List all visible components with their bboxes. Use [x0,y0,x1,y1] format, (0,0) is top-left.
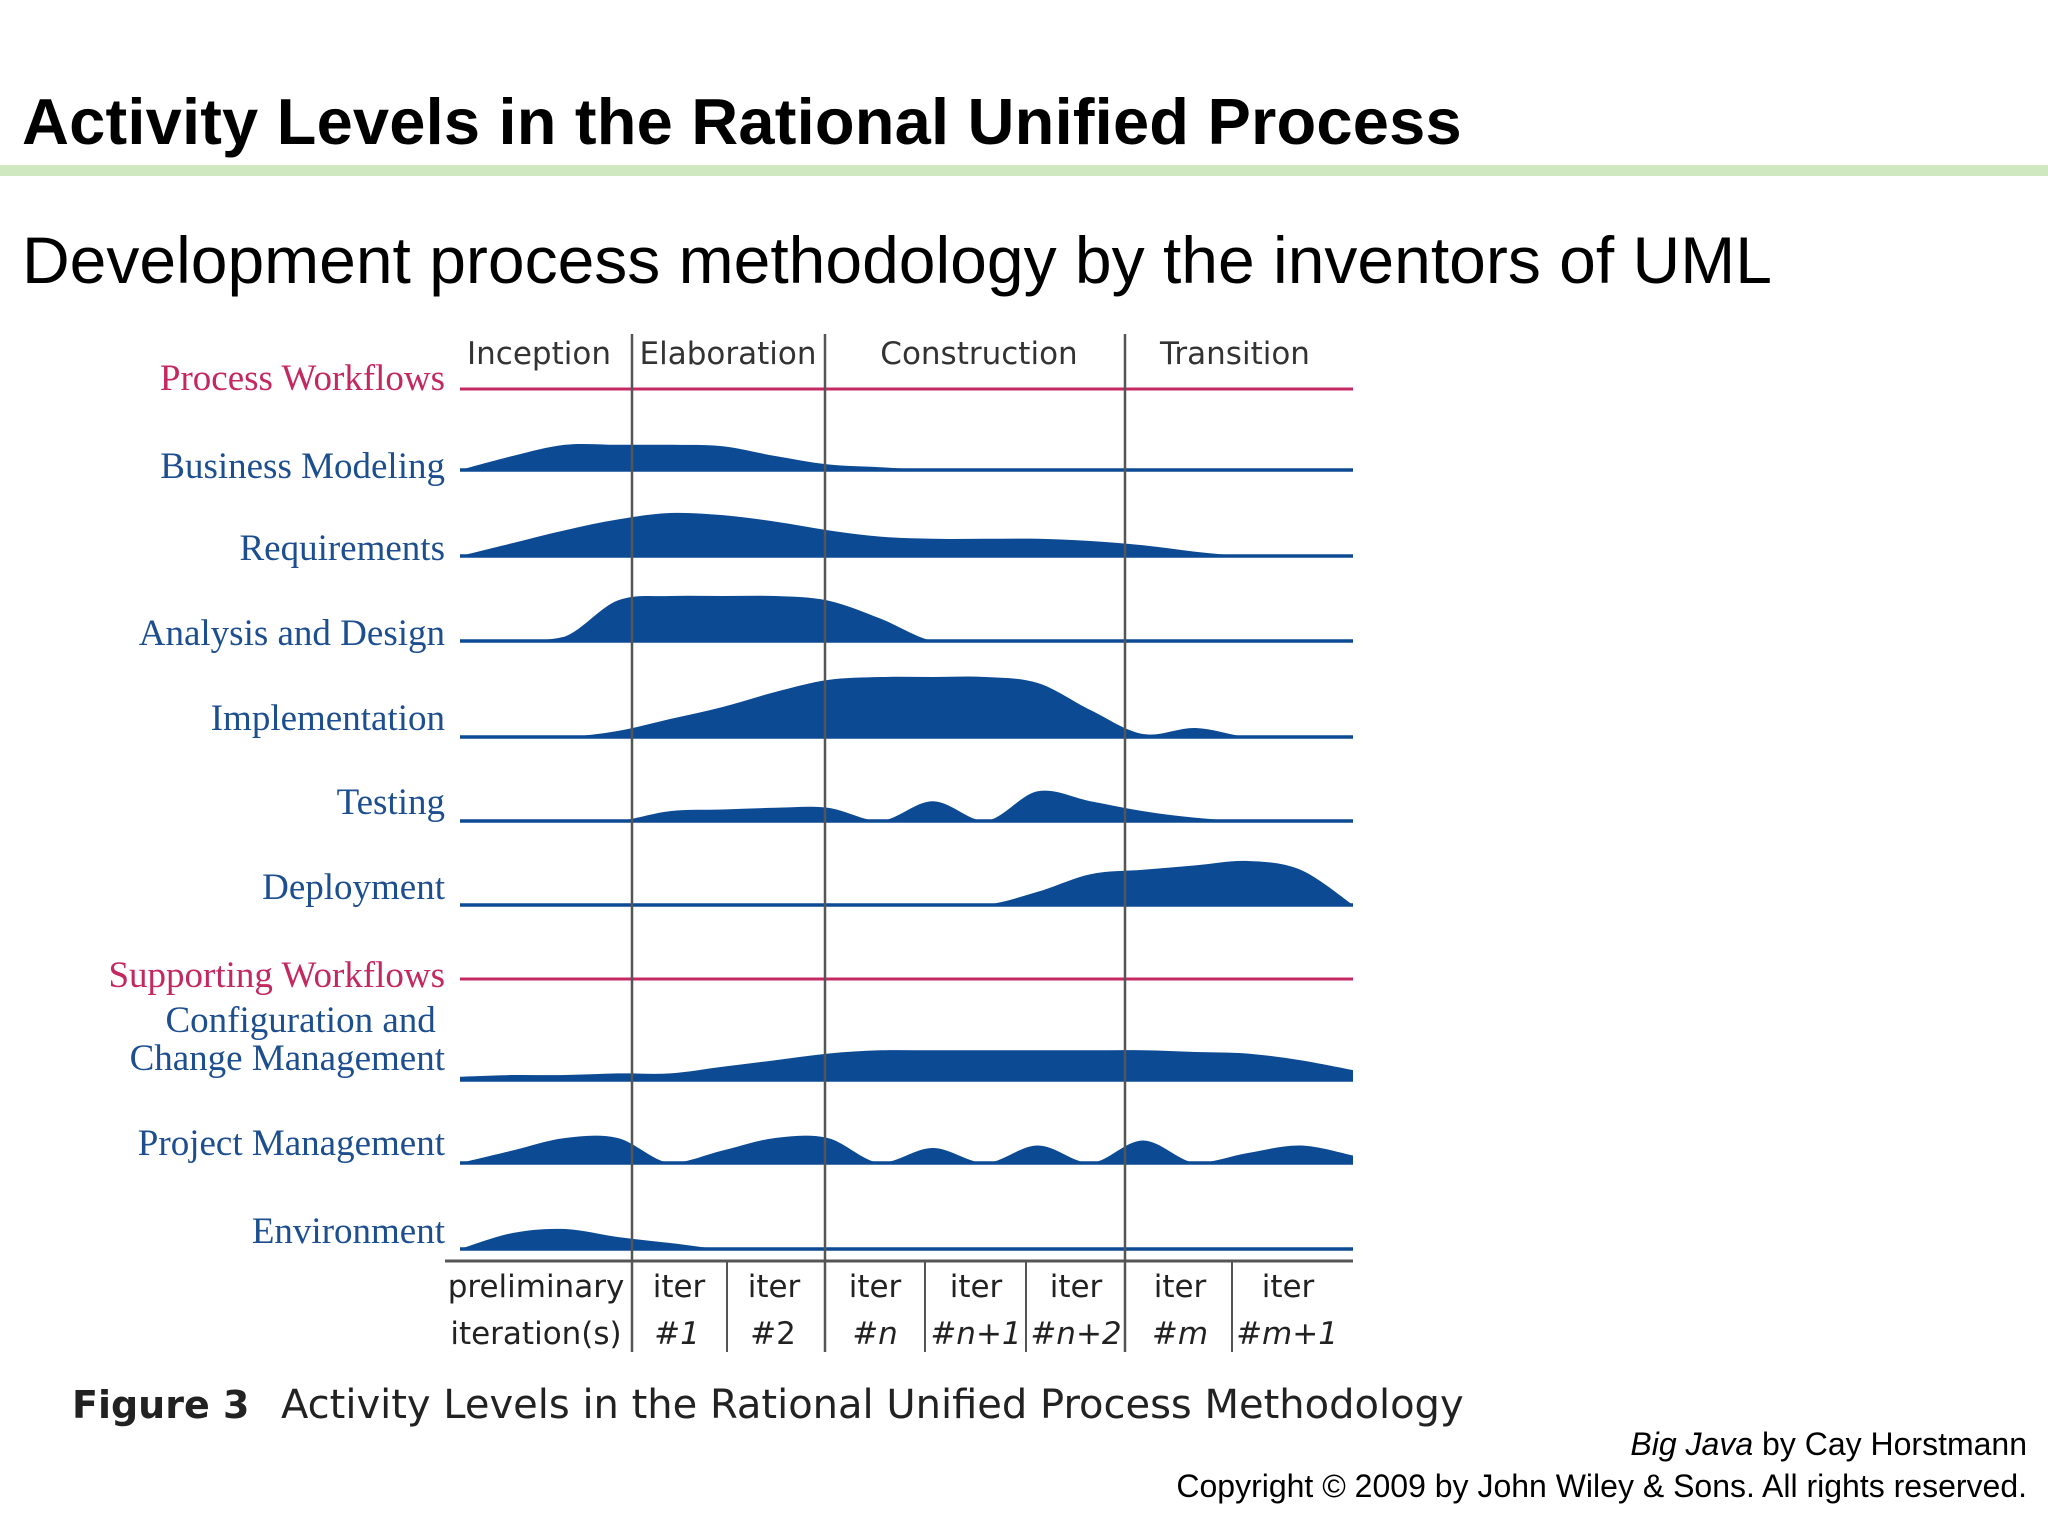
workflow-label-business-modeling: Business Modeling [160,446,445,487]
iteration-label-n: iter [849,1269,902,1305]
phase-label-transition: Transition [1159,336,1310,372]
iteration-label-preliminary-2: iteration(s) [450,1316,621,1352]
workflow-label-config-line2: Change Management [130,1038,446,1079]
iteration-label-m: iter [1154,1269,1207,1305]
iteration-label-n2-num: #n+2 [1030,1316,1121,1352]
activity-curve-implementation [460,676,1353,737]
activity-curve-requirements [460,512,1353,556]
figure-label: Figure 3 [72,1383,249,1427]
figure-caption: Activity Levels in the Rational Unified … [281,1382,1464,1428]
book-title: Big Java [1630,1426,1754,1462]
phase-label-construction: Construction [880,336,1077,372]
process-workflows-heading: Process Workflows [160,358,445,399]
activity-curve-configuration-and-change-management [460,1050,1353,1080]
phase-label-inception: Inception [467,336,611,372]
iteration-label-1-num: #1 [654,1316,700,1352]
iteration-label-n1-num: #n+1 [930,1316,1021,1352]
activity-curve-environment [460,1228,1353,1249]
iteration-label-n1: iter [950,1269,1003,1305]
slide-subtitle: Development process methodology by the i… [22,223,1772,297]
title-divider [0,165,2048,176]
supporting-workflows-heading: Supporting Workflows [108,955,445,996]
workflow-label-implementation: Implementation [211,698,445,739]
credit-line-copyright: Copyright © 2009 by John Wiley & Sons. A… [1176,1468,2027,1504]
activity-curves [460,443,1353,1251]
credit-line-book: Big Java by Cay Horstmann [1176,1423,2027,1465]
activity-curve-business-modeling [460,443,1353,470]
iteration-label-m1: iter [1262,1269,1315,1305]
book-author: by Cay Horstmann [1753,1426,2027,1462]
workflow-label-config-management: Configuration and Change Management [130,1000,446,1079]
iteration-label-2: iter [748,1269,801,1305]
activity-curve-project-management [460,1135,1353,1163]
workflow-label-project-management: Project Management [138,1123,446,1164]
workflow-label-analysis-and-design: Analysis and Design [139,613,445,654]
activity-curve-deployment [460,860,1353,905]
activity-curve-testing [460,790,1353,821]
slide-title: Activity Levels in the Rational Unified … [22,85,1462,158]
copyright-credit: Big Java by Cay Horstmann Copyright © 20… [1176,1423,2027,1507]
iteration-label-m-num: #m [1152,1316,1208,1352]
workflow-label-requirements: Requirements [239,528,445,569]
iteration-label-1: iter [653,1269,706,1305]
workflow-label-config-line1: Configuration and [165,1000,436,1041]
iteration-label-preliminary: preliminary [448,1269,625,1305]
iteration-label-m1-num: #m+1 [1236,1316,1338,1352]
iteration-label-n2: iter [1050,1269,1103,1305]
iteration-label-2-num: #2 [750,1316,796,1352]
workflow-label-deployment: Deployment [262,867,446,908]
workflow-label-environment: Environment [252,1211,446,1252]
iteration-label-n-num: #n [852,1316,898,1352]
activity-curve-analysis-and-design [460,595,1353,641]
phase-label-elaboration: Elaboration [640,336,817,372]
workflow-label-testing: Testing [337,782,445,823]
